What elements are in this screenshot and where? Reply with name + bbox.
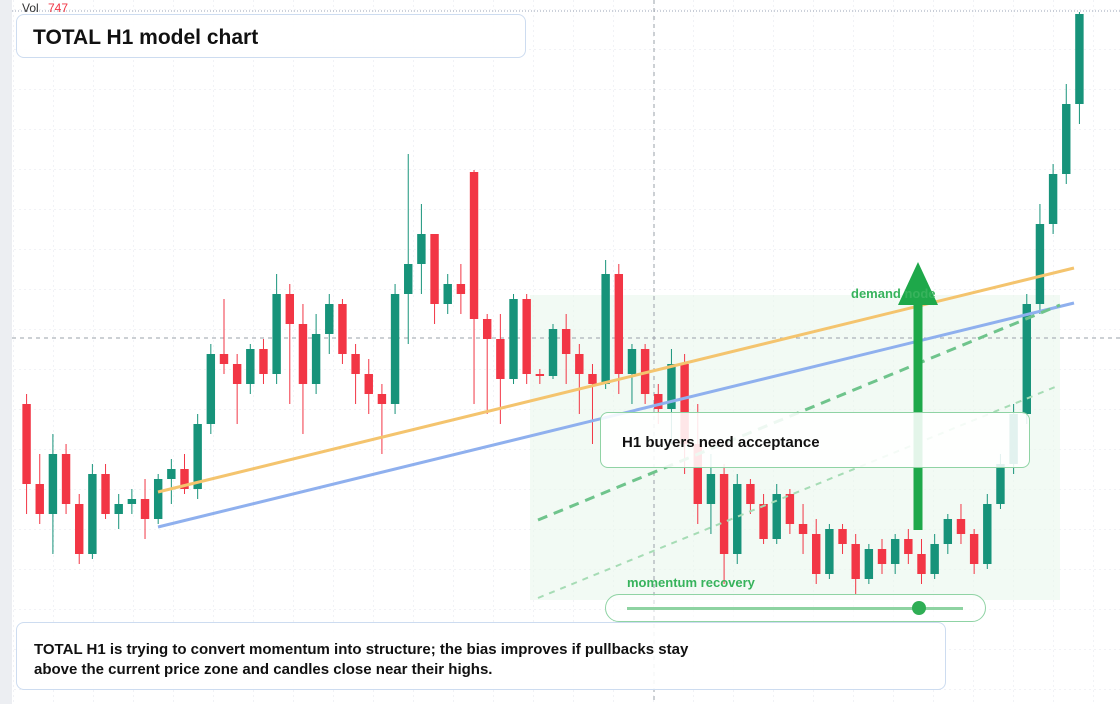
candle-body	[325, 304, 334, 334]
candle-body	[1035, 224, 1045, 304]
summary-box: TOTAL H1 is trying to convert momentum i…	[16, 622, 946, 690]
candle-body	[627, 349, 637, 374]
candle-body	[798, 524, 808, 534]
candle-body	[206, 354, 216, 424]
candle-body	[1022, 304, 1031, 414]
candle-body	[272, 294, 281, 374]
candle-body	[443, 284, 452, 304]
candle-body	[614, 274, 624, 374]
candle-body	[733, 484, 742, 554]
candle-body	[351, 354, 360, 374]
volume-label: Vol	[22, 1, 39, 15]
candle-body	[48, 454, 58, 514]
candle-body	[35, 484, 44, 514]
candle-body	[864, 549, 874, 579]
candle-body	[680, 364, 689, 444]
candle-body	[140, 499, 150, 519]
arrow-head	[898, 262, 938, 305]
candle-body	[904, 539, 913, 554]
slider-dot	[912, 601, 926, 615]
candle-body	[246, 349, 255, 384]
candle-body	[575, 354, 584, 374]
annotation: demand node	[851, 286, 936, 301]
candle-body	[548, 329, 558, 376]
candle-body	[667, 364, 676, 409]
candle-body	[693, 444, 702, 504]
candles	[22, 12, 1084, 594]
candle-body	[1075, 14, 1084, 104]
candle-body	[417, 234, 426, 264]
candle-body	[219, 354, 229, 364]
candle-body	[509, 299, 518, 379]
summary-line: TOTAL H1 is trying to convert momentum i…	[34, 641, 689, 658]
candle-body	[785, 494, 795, 524]
candle-body	[969, 534, 979, 564]
candle-body	[456, 284, 466, 294]
summary-line: above the current price zone and candles…	[34, 661, 493, 678]
candle-body	[838, 529, 847, 544]
summary: TOTAL H1 is trying to convert momentum i…	[34, 640, 688, 680]
candle-body	[772, 494, 781, 539]
candle-body	[601, 274, 610, 384]
volume-value: 747	[48, 1, 68, 15]
candle-body	[522, 299, 531, 374]
chart-title: TOTAL H1 model chart	[33, 26, 259, 49]
candle-body	[943, 519, 953, 544]
candle-body	[654, 394, 663, 409]
candle-body	[1048, 174, 1058, 224]
candle-body	[364, 374, 373, 394]
candle-body	[114, 504, 123, 514]
candle-body	[430, 234, 439, 304]
candle-body	[930, 544, 939, 574]
candle-body	[390, 294, 400, 404]
candle-body	[811, 534, 821, 574]
candle-body	[588, 374, 597, 384]
candle-body	[167, 469, 176, 479]
candle-body	[153, 479, 163, 519]
candle-body	[917, 554, 926, 574]
candle-body	[956, 519, 966, 534]
candle-body	[561, 329, 571, 354]
candle-body	[232, 364, 242, 384]
candle-body	[759, 504, 768, 539]
candle-body	[338, 304, 347, 354]
candle-body	[706, 474, 716, 504]
candle-body	[311, 334, 321, 384]
candle-body	[75, 504, 84, 554]
candle-body	[193, 424, 202, 489]
candle-body	[877, 549, 887, 564]
channel-line	[537, 303, 1061, 522]
candle-body	[377, 394, 387, 404]
candle-body	[127, 499, 137, 504]
candle-body	[482, 319, 492, 339]
candle-body	[88, 474, 97, 554]
candle-body	[285, 294, 295, 324]
candle-body	[469, 172, 479, 319]
slider-track	[627, 607, 963, 610]
candle-body	[825, 529, 834, 574]
candle-body	[101, 474, 110, 514]
annotation: momentum recovery	[627, 575, 756, 590]
candle-body	[180, 469, 189, 489]
candle-body	[404, 264, 413, 294]
candle-body	[851, 544, 860, 579]
candle-body	[61, 454, 71, 504]
candle-body	[496, 339, 505, 379]
annotation-box: H1 buyers need acceptance	[600, 412, 1030, 468]
candle-body	[890, 539, 900, 564]
candle-body	[746, 484, 755, 504]
title-box: TOTAL H1 model chart	[16, 14, 526, 58]
candle-body	[983, 504, 992, 564]
candle-body	[1062, 104, 1071, 174]
annotation-text: H1 buyers need acceptance	[622, 434, 820, 451]
candle-body	[298, 324, 308, 384]
momentum-pill	[605, 594, 986, 622]
candle-body	[996, 464, 1005, 504]
candle-body	[259, 349, 268, 374]
candle-body	[719, 474, 729, 554]
candle-body	[22, 404, 31, 484]
side-strip	[0, 0, 12, 704]
candle-body	[535, 374, 545, 376]
